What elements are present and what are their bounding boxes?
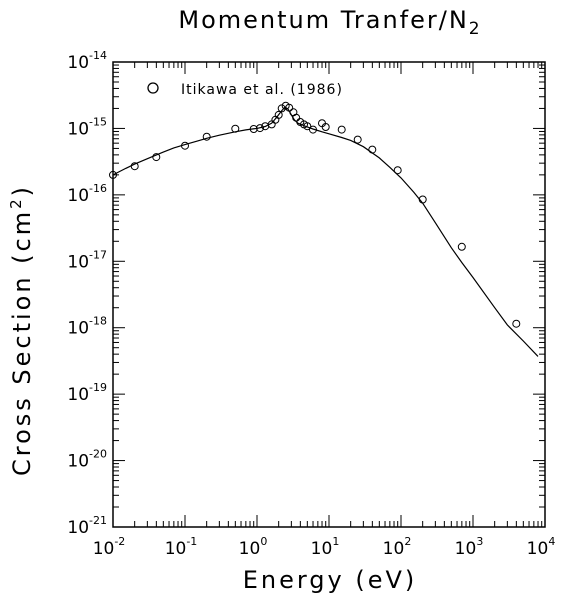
data-point [337, 125, 346, 134]
series-line [112, 106, 539, 357]
data-point [152, 153, 161, 162]
data-point [353, 135, 362, 144]
data-point [231, 124, 240, 133]
legend-label: Itikawa et al. (1986) [181, 82, 343, 98]
data-point [181, 141, 189, 150]
chart-title: Momentum Tranfer/N2 [178, 6, 481, 39]
data-point [512, 319, 521, 328]
data-point [309, 125, 317, 134]
data-point [271, 115, 280, 124]
tick-labels: 10-2 10-1 100 101 102 103 104 10-21 10-20 10-19 10… [67, 49, 555, 559]
x-tick-label: 104 [527, 535, 556, 559]
y-tick-label: 10-19 [67, 381, 107, 405]
y-tick-label: 10-18 [67, 315, 107, 339]
legend: Itikawa et al. (1986) [147, 82, 343, 98]
y-tick-label: 10-20 [67, 448, 107, 472]
axis-ticks [112, 61, 546, 528]
data-point [418, 195, 427, 204]
y-axis-label: Cross Section (cm2) [7, 184, 36, 476]
data-point [249, 125, 258, 133]
x-tick-label: 102 [383, 535, 412, 559]
data-point [130, 162, 139, 171]
x-axis-label: Energy (eV) [243, 566, 418, 594]
y-tick-label: 10-14 [67, 49, 107, 73]
y-tick-label: 10-17 [67, 248, 107, 272]
data-point [289, 108, 298, 117]
data-point [368, 145, 377, 154]
model-curve [112, 106, 539, 357]
data-point [202, 132, 211, 141]
y-tick-label: 10-21 [67, 514, 107, 538]
data-point [303, 122, 312, 131]
x-tick-label: 100 [239, 535, 268, 559]
y-tick-label: 10-15 [67, 115, 107, 139]
plot-frame [112, 61, 546, 528]
data-point [393, 166, 402, 175]
data-point [321, 123, 330, 131]
data-point [274, 110, 283, 119]
data-point [457, 242, 466, 251]
data-point [277, 104, 286, 113]
x-tick-label: 10-1 [165, 535, 198, 559]
y-tick-label: 10-16 [67, 182, 107, 206]
x-tick-label: 10-2 [93, 535, 126, 559]
data-points [109, 101, 521, 328]
x-tick-label: 103 [455, 535, 484, 559]
x-tick-label: 101 [311, 535, 340, 559]
data-point [292, 113, 301, 122]
data-point [256, 124, 264, 133]
data-point [285, 103, 294, 112]
legend-marker-icon [147, 82, 159, 94]
